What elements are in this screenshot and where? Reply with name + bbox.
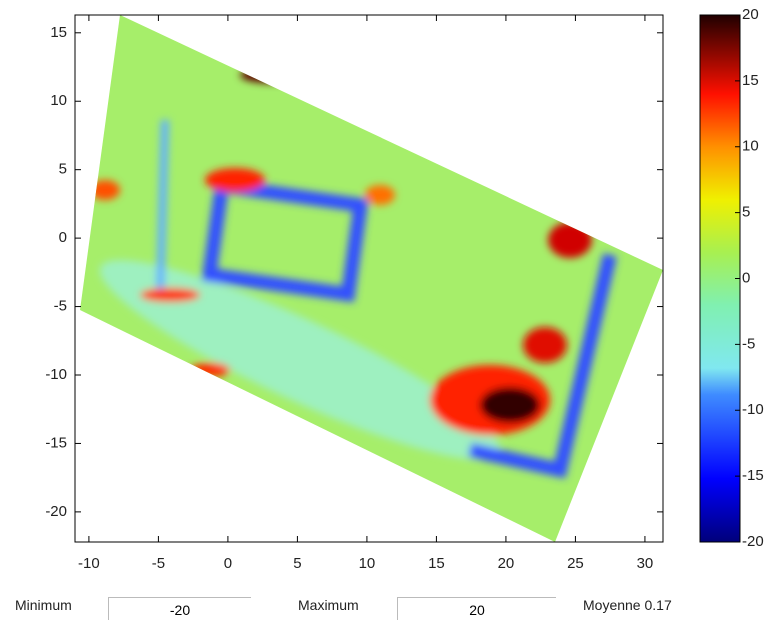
y-tick-label: -15 (45, 434, 67, 451)
maximum-label: Maximum (298, 597, 359, 613)
x-tick-label: -10 (78, 555, 100, 572)
colorbar-tick-label: 20 (742, 6, 759, 23)
colorbar-tick-label: -15 (742, 467, 764, 484)
mean-label: Moyenne 0.17 (583, 597, 672, 613)
colorbar-tick-label: -5 (742, 335, 755, 352)
plot-frame (74, 14, 664, 543)
y-tick-label: 10 (50, 92, 67, 109)
chart: -10 -5 0 5 10 15 20 25 30 -20 -15 -10 -5 0 5 10 15 -20 -15… (45, 6, 764, 572)
x-tick-label: 0 (224, 555, 232, 572)
maximum-field[interactable]: 20 (397, 597, 556, 620)
x-tick-label: 25 (567, 555, 584, 572)
colorbar (699, 14, 741, 543)
x-tick-label: 15 (428, 555, 445, 572)
x-tick-label: 5 (293, 555, 301, 572)
x-tick-label: -5 (152, 555, 165, 572)
minimum-label: Minimum (15, 597, 72, 613)
y-tick-label: 5 (59, 161, 67, 178)
y-tick-label: -10 (45, 366, 67, 383)
y-tick-label: -20 (45, 503, 67, 520)
colorbar-tick-label: 10 (742, 138, 759, 155)
colorbar-tick-label: 15 (742, 72, 759, 89)
x-tick-label: 20 (498, 555, 515, 572)
colorbar-tick-label: -20 (742, 533, 764, 550)
colorbar-tick-label: -10 (742, 401, 764, 418)
x-tick-label: 30 (637, 555, 654, 572)
heatmap-field (80, 15, 663, 542)
x-tick-label: 10 (359, 555, 376, 572)
y-tick-label: 15 (50, 24, 67, 41)
colorbar-tick-label: 0 (742, 269, 750, 286)
y-tick-label: -5 (54, 298, 67, 315)
colorbar-tick-label: 5 (742, 204, 750, 221)
minimum-field[interactable]: -20 (108, 597, 251, 620)
y-tick-label: 0 (59, 229, 67, 246)
